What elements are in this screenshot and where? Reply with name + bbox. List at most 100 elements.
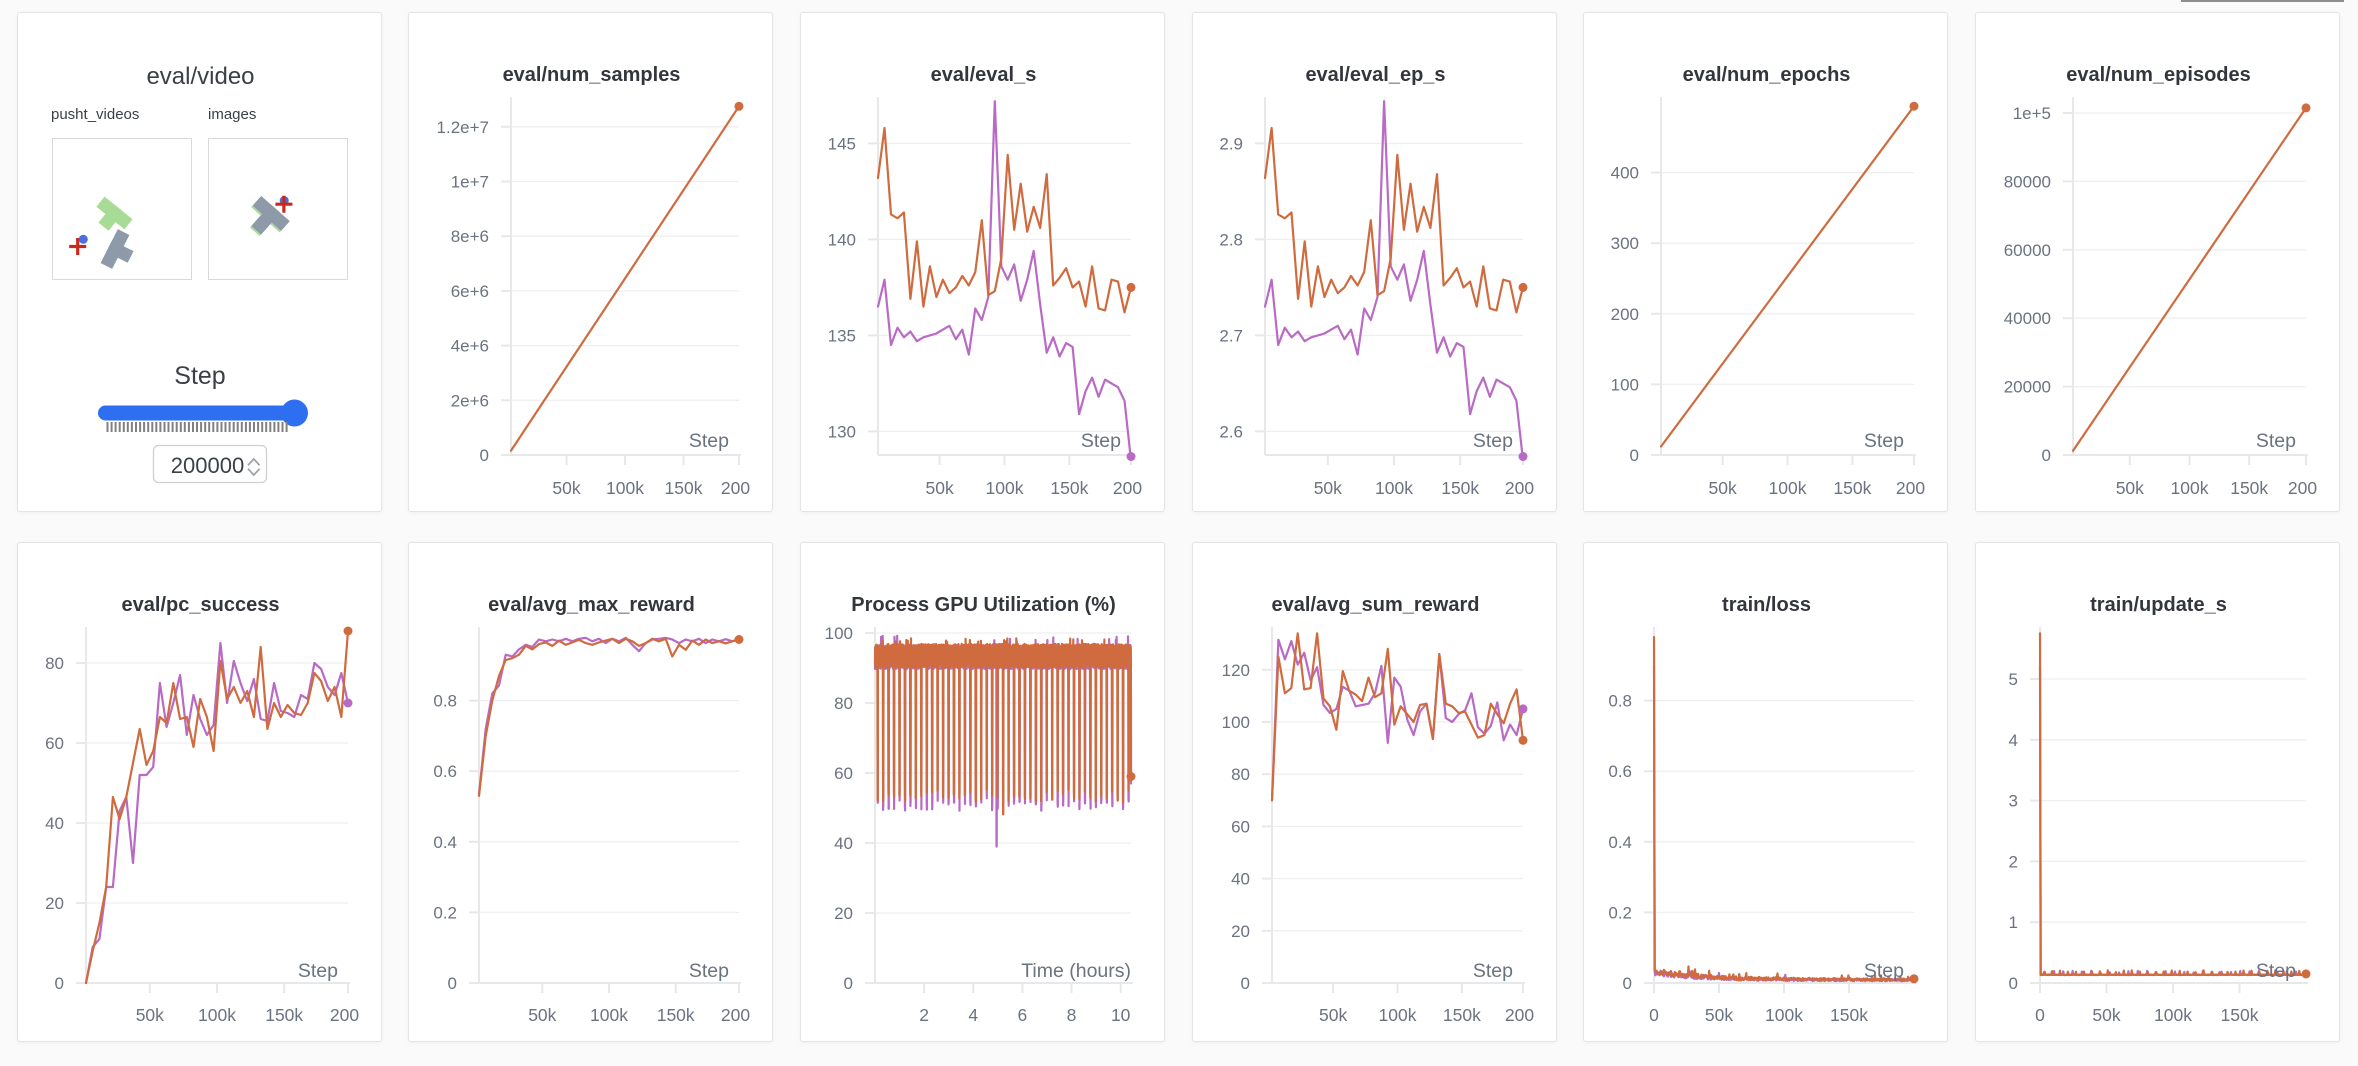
svg-text:Step: Step: [2256, 430, 2296, 452]
svg-text:150k: 150k: [1050, 478, 1088, 498]
svg-text:1.2e+7: 1.2e+7: [437, 118, 489, 137]
svg-text:0.4: 0.4: [433, 833, 457, 852]
svg-text:eval/num_epochs: eval/num_epochs: [1683, 64, 1851, 86]
svg-text:300: 300: [1611, 234, 1639, 253]
svg-text:50k: 50k: [1319, 1005, 1347, 1025]
svg-text:100k: 100k: [1375, 478, 1413, 498]
svg-text:Step: Step: [174, 362, 225, 390]
svg-text:0.8: 0.8: [1608, 692, 1632, 711]
svg-text:2: 2: [2009, 852, 2018, 871]
svg-text:0: 0: [2009, 974, 2018, 993]
svg-text:Step: Step: [2256, 960, 2296, 982]
svg-text:0: 0: [2042, 446, 2051, 465]
svg-text:100k: 100k: [1765, 1005, 1803, 1025]
svg-text:150k: 150k: [265, 1005, 303, 1025]
svg-text:0: 0: [480, 446, 489, 465]
svg-text:200: 200: [721, 478, 750, 498]
svg-text:0.8: 0.8: [433, 692, 457, 711]
svg-text:eval/num_samples: eval/num_samples: [503, 64, 681, 86]
svg-text:80: 80: [1231, 765, 1250, 784]
svg-text:Time (hours): Time (hours): [1021, 960, 1131, 982]
svg-text:200: 200: [1896, 478, 1925, 498]
svg-text:eval/eval_ep_s: eval/eval_ep_s: [1305, 64, 1445, 86]
svg-text:2.9: 2.9: [1219, 134, 1243, 153]
svg-text:Step: Step: [689, 430, 729, 452]
svg-text:train/update_s: train/update_s: [2090, 594, 2227, 616]
svg-text:0.2: 0.2: [1608, 903, 1632, 922]
svg-text:eval/pc_success: eval/pc_success: [122, 594, 280, 616]
svg-text:40: 40: [1231, 870, 1250, 889]
svg-text:0: 0: [1630, 446, 1639, 465]
svg-text:2e+6: 2e+6: [451, 391, 489, 410]
svg-text:150k: 150k: [1443, 1005, 1481, 1025]
svg-text:150k: 150k: [665, 478, 703, 498]
svg-text:100k: 100k: [2154, 1005, 2192, 1025]
svg-text:20000: 20000: [2004, 378, 2051, 397]
svg-text:50k: 50k: [552, 478, 580, 498]
svg-text:200: 200: [1113, 478, 1142, 498]
svg-text:150k: 150k: [2230, 478, 2268, 498]
svg-text:40: 40: [834, 834, 853, 853]
svg-text:80: 80: [834, 694, 853, 713]
svg-text:135: 135: [828, 326, 856, 345]
svg-text:20: 20: [834, 904, 853, 923]
svg-text:pusht_videos: pusht_videos: [51, 106, 139, 123]
svg-text:1e+7: 1e+7: [451, 173, 489, 192]
svg-text:150k: 150k: [1830, 1005, 1868, 1025]
svg-text:150k: 150k: [2221, 1005, 2259, 1025]
svg-text:100: 100: [1611, 375, 1639, 394]
svg-text:Step: Step: [1864, 430, 1904, 452]
svg-text:8e+6: 8e+6: [451, 227, 489, 246]
svg-text:200: 200: [721, 1005, 750, 1025]
svg-text:Step: Step: [298, 960, 338, 982]
svg-text:50k: 50k: [1314, 478, 1342, 498]
svg-text:50k: 50k: [2116, 478, 2144, 498]
svg-text:0.2: 0.2: [433, 903, 457, 922]
svg-text:5: 5: [2009, 670, 2018, 689]
svg-text:1: 1: [2009, 913, 2018, 932]
svg-text:4: 4: [968, 1005, 978, 1025]
svg-text:200: 200: [2288, 478, 2317, 498]
svg-text:60: 60: [834, 764, 853, 783]
svg-text:100k: 100k: [198, 1005, 236, 1025]
svg-text:eval/eval_s: eval/eval_s: [931, 64, 1037, 86]
svg-text:50k: 50k: [528, 1005, 556, 1025]
svg-text:0: 0: [2035, 1005, 2045, 1025]
svg-text:images: images: [208, 106, 256, 123]
svg-text:6: 6: [1018, 1005, 1028, 1025]
svg-text:100k: 100k: [986, 478, 1024, 498]
svg-text:20: 20: [1231, 922, 1250, 941]
svg-text:100k: 100k: [590, 1005, 628, 1025]
svg-text:80000: 80000: [2004, 172, 2051, 191]
svg-text:50k: 50k: [925, 478, 953, 498]
svg-text:8: 8: [1067, 1005, 1077, 1025]
svg-text:0.4: 0.4: [1608, 833, 1632, 852]
svg-text:50k: 50k: [2092, 1005, 2120, 1025]
svg-text:0: 0: [55, 974, 64, 993]
svg-text:Process GPU Utilization (%): Process GPU Utilization (%): [851, 594, 1116, 616]
svg-text:4e+6: 4e+6: [451, 337, 489, 356]
svg-text:80: 80: [45, 654, 64, 673]
svg-text:10: 10: [1111, 1005, 1131, 1025]
svg-text:200000: 200000: [171, 453, 244, 478]
svg-text:2.8: 2.8: [1219, 230, 1243, 249]
svg-text:200: 200: [1611, 305, 1639, 324]
svg-text:train/loss: train/loss: [1722, 594, 1811, 616]
svg-text:0: 0: [1649, 1005, 1659, 1025]
svg-text:200: 200: [1505, 1005, 1534, 1025]
svg-text:130: 130: [828, 422, 856, 441]
svg-text:6e+6: 6e+6: [451, 282, 489, 301]
svg-text:Step: Step: [1473, 430, 1513, 452]
svg-text:100k: 100k: [2171, 478, 2209, 498]
svg-text:Step: Step: [1081, 430, 1121, 452]
svg-text:Step: Step: [689, 960, 729, 982]
svg-text:100: 100: [825, 624, 853, 643]
svg-text:60: 60: [45, 734, 64, 753]
svg-text:40: 40: [45, 814, 64, 833]
svg-text:eval/avg_sum_reward: eval/avg_sum_reward: [1272, 594, 1480, 616]
svg-text:2: 2: [919, 1005, 929, 1025]
svg-text:140: 140: [828, 230, 856, 249]
svg-text:1e+5: 1e+5: [2013, 104, 2051, 123]
svg-text:2.7: 2.7: [1219, 326, 1243, 345]
svg-text:0: 0: [1623, 974, 1632, 993]
